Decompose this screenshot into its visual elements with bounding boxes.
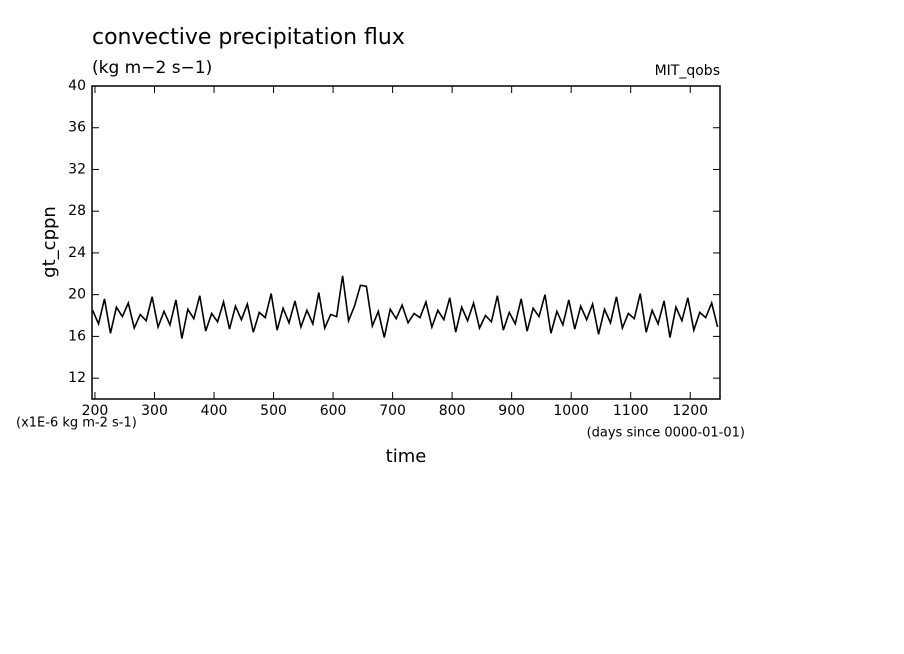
y-tick-label: 16 (68, 328, 86, 344)
chart-title: convective precipitation flux (92, 25, 405, 50)
x-tick-label: 700 (379, 403, 406, 419)
y-tick-label: 32 (68, 161, 86, 177)
data-line (91, 275, 719, 339)
y-axis-label: gt_cppn (39, 206, 60, 278)
y-tick-label: 12 (68, 370, 86, 386)
x-tick-label: 600 (320, 403, 347, 419)
y-tick-label: 24 (68, 245, 86, 261)
chart-subtitle: (kg m−2 s−1) (92, 58, 212, 78)
plot-frame (91, 85, 721, 400)
x-unit-label: (days since 0000-01-01) (587, 426, 745, 441)
x-tick-label: 300 (141, 403, 168, 419)
y-tick-label: 20 (68, 287, 86, 303)
x-tick-label: 900 (498, 403, 525, 419)
x-tick-label: 1000 (553, 403, 589, 419)
x-tick-label: 800 (439, 403, 466, 419)
y-unit-label: (x1E-6 kg m-2 s-1) (16, 416, 137, 431)
x-tick-label: 1100 (613, 403, 649, 419)
x-axis-label: time (386, 446, 427, 467)
experiment-label: MIT_qobs (655, 63, 720, 79)
y-tick-label: 36 (68, 120, 86, 136)
y-tick-label: 40 (68, 78, 86, 94)
x-tick-label: 500 (260, 403, 287, 419)
x-tick-label: 400 (201, 403, 228, 419)
x-tick-label: 200 (82, 403, 109, 419)
x-tick-label: 1200 (672, 403, 708, 419)
y-tick-label: 28 (68, 203, 86, 219)
